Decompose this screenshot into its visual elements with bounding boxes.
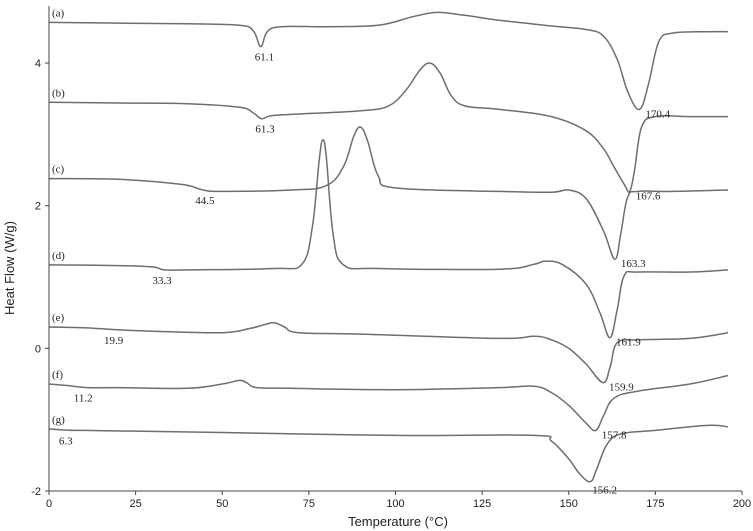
peak-annotation: 159.9 bbox=[609, 382, 634, 394]
peak-annotation: 61.3 bbox=[255, 124, 275, 136]
x-tick-label: 150 bbox=[560, 498, 578, 510]
series-line-b bbox=[48, 62, 729, 193]
peak-annotation: 44.5 bbox=[195, 195, 215, 207]
peak-annotation: 157.8 bbox=[602, 429, 627, 441]
peak-annotation: 19.9 bbox=[104, 335, 124, 347]
x-tick-label: 50 bbox=[216, 498, 228, 510]
x-tick-label: 0 bbox=[46, 498, 52, 510]
peak-annotation: 161.9 bbox=[616, 337, 641, 349]
y-axis-title: Heat Flow (W/g) bbox=[2, 221, 17, 315]
peak-annotation: 61.1 bbox=[255, 52, 274, 64]
x-tick-label: 100 bbox=[386, 498, 404, 510]
series-line-a bbox=[48, 11, 729, 111]
peak-annotation: 33.3 bbox=[152, 275, 172, 287]
series-line-c bbox=[48, 126, 729, 260]
peak-annotation: 167.6 bbox=[636, 190, 661, 202]
y-tick-label: -2 bbox=[31, 486, 41, 498]
y-tick-label: 2 bbox=[35, 201, 41, 213]
peak-annotation: 11.2 bbox=[74, 393, 93, 405]
series-label: (a) bbox=[52, 7, 65, 19]
y-tick-label: 4 bbox=[35, 58, 41, 70]
x-axis-title: Temperature (°C) bbox=[348, 514, 448, 529]
x-ticks: 0 25 50 75 100 125 150 175 200 bbox=[46, 491, 751, 510]
x-tick-label: 175 bbox=[646, 498, 664, 510]
series-label: (e) bbox=[52, 312, 65, 324]
series-label: (g) bbox=[52, 414, 65, 426]
y-ticks: -2 0 2 4 bbox=[31, 58, 49, 498]
x-tick-label: 200 bbox=[733, 498, 751, 510]
x-tick-label: 75 bbox=[303, 498, 315, 510]
axes bbox=[48, 6, 742, 492]
curves bbox=[48, 11, 729, 483]
y-tick-label: 0 bbox=[35, 343, 41, 355]
x-tick-label: 25 bbox=[130, 498, 142, 510]
series-line-d bbox=[48, 139, 729, 339]
peak-annotation: 6.3 bbox=[59, 435, 73, 447]
series-label: (d) bbox=[52, 250, 65, 262]
series-line-f bbox=[48, 374, 729, 432]
annotations: (a) 61.1 170.4 (b) 61.3 167.6 (c) 44.5 163.3 (d) 3… bbox=[52, 7, 671, 496]
series-line-g bbox=[48, 424, 729, 483]
series-line-e bbox=[48, 321, 729, 384]
series-label: (b) bbox=[52, 87, 65, 99]
series-label: (c) bbox=[52, 164, 65, 176]
peak-annotation: 163.3 bbox=[621, 258, 646, 270]
peak-annotation: 170.4 bbox=[645, 108, 670, 120]
series-label: (f) bbox=[52, 369, 63, 381]
x-tick-label: 125 bbox=[473, 498, 491, 510]
